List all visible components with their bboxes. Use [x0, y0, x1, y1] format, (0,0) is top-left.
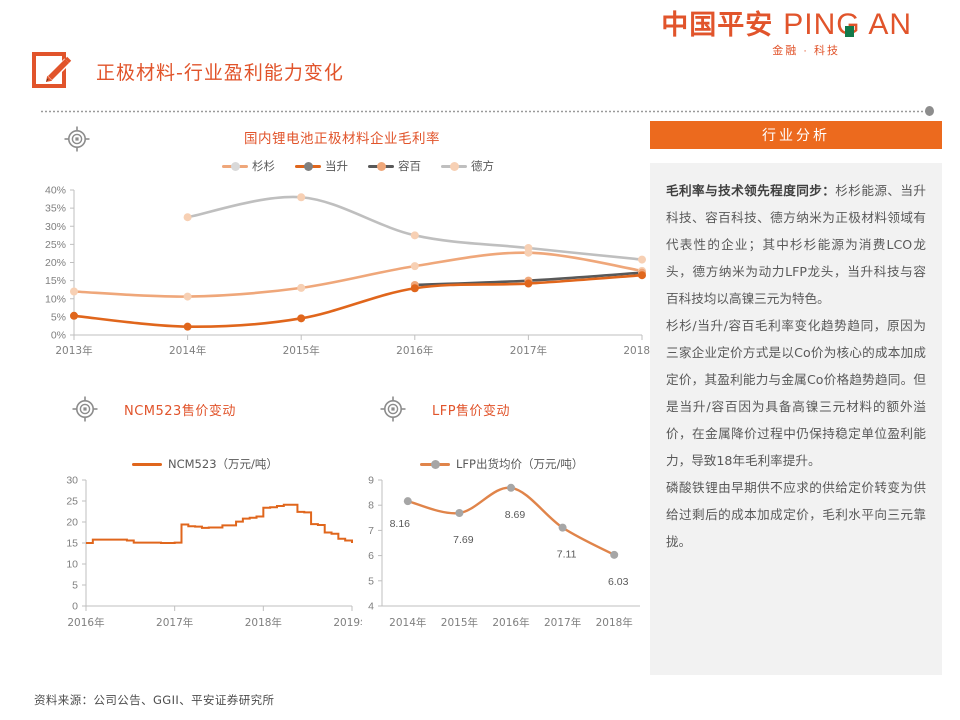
brand-logo: 中国平安 PING AN 金融 · 科技	[661, 10, 912, 57]
brand-green-square-icon	[845, 26, 855, 37]
svg-text:25: 25	[66, 496, 78, 508]
legend-swatch-icon	[420, 459, 450, 469]
gross-margin-chart-title: 国内锂电池正极材料企业毛利率	[244, 131, 440, 147]
svg-text:2016年: 2016年	[492, 616, 529, 629]
legend-swatch-icon	[132, 460, 162, 469]
svg-text:2017年: 2017年	[544, 616, 581, 629]
svg-text:7.11: 7.11	[557, 549, 577, 561]
svg-text:4: 4	[368, 601, 374, 613]
svg-text:0: 0	[72, 601, 78, 613]
analysis-panel-heading: 行业分析	[650, 121, 942, 149]
svg-text:5: 5	[368, 575, 374, 587]
svg-text:9: 9	[368, 475, 374, 487]
charts-area: 国内锂电池正极材料企业毛利率 杉杉 当升	[22, 118, 652, 629]
svg-text:15: 15	[66, 538, 78, 550]
svg-text:2013年: 2013年	[55, 344, 92, 357]
target-crosshair-icon	[380, 396, 406, 422]
pencil-square-icon	[30, 48, 74, 94]
svg-text:5%: 5%	[51, 311, 66, 323]
svg-text:35%: 35%	[45, 203, 66, 215]
lfp-legend: LFP出货均价（万元/吨）	[420, 456, 652, 472]
legend-label: 杉杉	[252, 159, 275, 173]
legend-label: NCM523（万元/吨）	[168, 457, 278, 471]
slide-title-row: 正极材料-行业盈利能力变化	[30, 48, 344, 94]
brand-name-en: PING AN	[783, 10, 912, 40]
svg-text:30: 30	[66, 475, 78, 487]
svg-text:2019年: 2019年	[333, 616, 362, 629]
gross-margin-plot: 0% 5% 10% 15% 20% 25% 30% 35% 40% 2013年 2014年 2015年…	[45, 185, 652, 358]
svg-text:6: 6	[368, 550, 374, 562]
legend-label: LFP出货均价（万元/吨）	[456, 457, 584, 471]
lfp-chart: LFP出货均价（万元/吨） 4 5 6 7 8 9 2014年 2015年 2016年 2017年…	[352, 456, 652, 657]
ncm-caption-row: NCM523售价变动	[72, 396, 236, 422]
analysis-paragraph-3: 磷酸铁锂由早期供不应求的供给定价转变为供给过剩后的成本加成定价，毛利水平向三元靠…	[666, 480, 926, 549]
ncm523-legend: NCM523（万元/吨）	[132, 456, 362, 472]
legend-swatch-icon	[295, 161, 321, 171]
brand-tagline: 金融 · 科技	[772, 45, 840, 57]
analysis-text-1: 杉杉能源、当升科技、容百科技、德方纳米为正极材料领域有代表性的企业；其中杉杉能源…	[666, 183, 927, 306]
svg-text:2016年: 2016年	[67, 616, 104, 629]
gross-margin-legend: 杉杉 当升 容百 德方	[222, 158, 494, 174]
legend-label: 当升	[325, 159, 348, 173]
legend-item-dangsheng: 当升	[295, 158, 348, 174]
legend-swatch-icon	[441, 161, 467, 171]
legend-label: 德方	[471, 159, 494, 173]
svg-text:2014年: 2014年	[169, 344, 206, 357]
svg-text:2018年: 2018年	[245, 616, 282, 629]
svg-text:8.69: 8.69	[505, 509, 526, 521]
legend-item-rongbai: 容百	[368, 158, 421, 174]
target-crosshair-icon	[64, 126, 90, 152]
svg-text:30%: 30%	[45, 221, 66, 233]
svg-text:40%: 40%	[45, 185, 66, 197]
svg-text:2016年: 2016年	[396, 344, 433, 357]
lfp-plot: 4 5 6 7 8 9 2014年 2015年 2016年 2017年 2018年 8.16 7.69 8…	[368, 475, 640, 629]
svg-text:2018年: 2018年	[623, 344, 652, 357]
svg-text:20: 20	[66, 517, 78, 529]
svg-text:2017年: 2017年	[510, 344, 547, 357]
ncm523-chart: NCM523（万元/吨） 0 5 10 15 20 25 30 2016年 2017年 2018年…	[42, 456, 370, 657]
ncm-section-caption: NCM523售价变动	[124, 403, 236, 419]
source-footnote: 资料来源：公司公告、GGII、平安证券研究所	[34, 693, 275, 707]
analysis-lead: 毛利率与技术领先程度同步：	[666, 183, 836, 198]
ncm523-plot: 0 5 10 15 20 25 30 2016年 2017年 2018年 2019年	[66, 475, 370, 630]
lfp-caption-row: LFP售价变动	[380, 396, 510, 422]
analysis-paragraph-2: 杉杉/当升/容百毛利率变化趋势趋同，原因为三家企业定价方式是以Co价为核心的成本…	[666, 318, 926, 468]
svg-text:2014年: 2014年	[389, 616, 426, 629]
svg-text:0%: 0%	[51, 330, 66, 342]
target-crosshair-icon	[72, 396, 98, 422]
svg-text:15%: 15%	[45, 275, 66, 287]
svg-text:2018年: 2018年	[596, 616, 633, 629]
svg-text:10: 10	[66, 559, 78, 571]
lfp-section-caption: LFP售价变动	[432, 403, 511, 419]
svg-text:8.16: 8.16	[390, 518, 411, 530]
brand-name-cn: 中国平安	[661, 9, 774, 40]
analysis-paragraph-1: 毛利率与技术领先程度同步：杉杉能源、当升科技、容百科技、德方纳米为正极材料领域有…	[666, 177, 926, 312]
page-title: 正极材料-行业盈利能力变化	[96, 61, 344, 84]
svg-text:6.03: 6.03	[608, 576, 629, 588]
legend-label: 容百	[398, 159, 421, 173]
svg-text:10%: 10%	[45, 293, 66, 305]
gross-margin-chart: 国内锂电池正极材料企业毛利率 杉杉 当升	[22, 118, 652, 383]
svg-text:2017年: 2017年	[156, 616, 193, 629]
svg-text:2015年: 2015年	[441, 616, 478, 629]
analysis-panel-body: 毛利率与技术领先程度同步：杉杉能源、当升科技、容百科技、德方纳米为正极材料领域有…	[650, 163, 942, 675]
svg-text:20%: 20%	[45, 257, 66, 269]
legend-swatch-icon	[222, 161, 248, 171]
legend-item-shanshan: 杉杉	[222, 158, 275, 174]
legend-swatch-icon	[368, 161, 394, 171]
svg-text:7.69: 7.69	[453, 534, 474, 546]
svg-text:2015年: 2015年	[283, 344, 320, 357]
svg-text:5: 5	[72, 580, 78, 592]
header-divider-dot	[925, 106, 934, 116]
svg-text:25%: 25%	[45, 239, 66, 251]
svg-text:8: 8	[368, 500, 374, 512]
legend-item-defang: 德方	[441, 158, 494, 174]
header-divider	[40, 110, 930, 113]
svg-text:7: 7	[368, 525, 374, 537]
